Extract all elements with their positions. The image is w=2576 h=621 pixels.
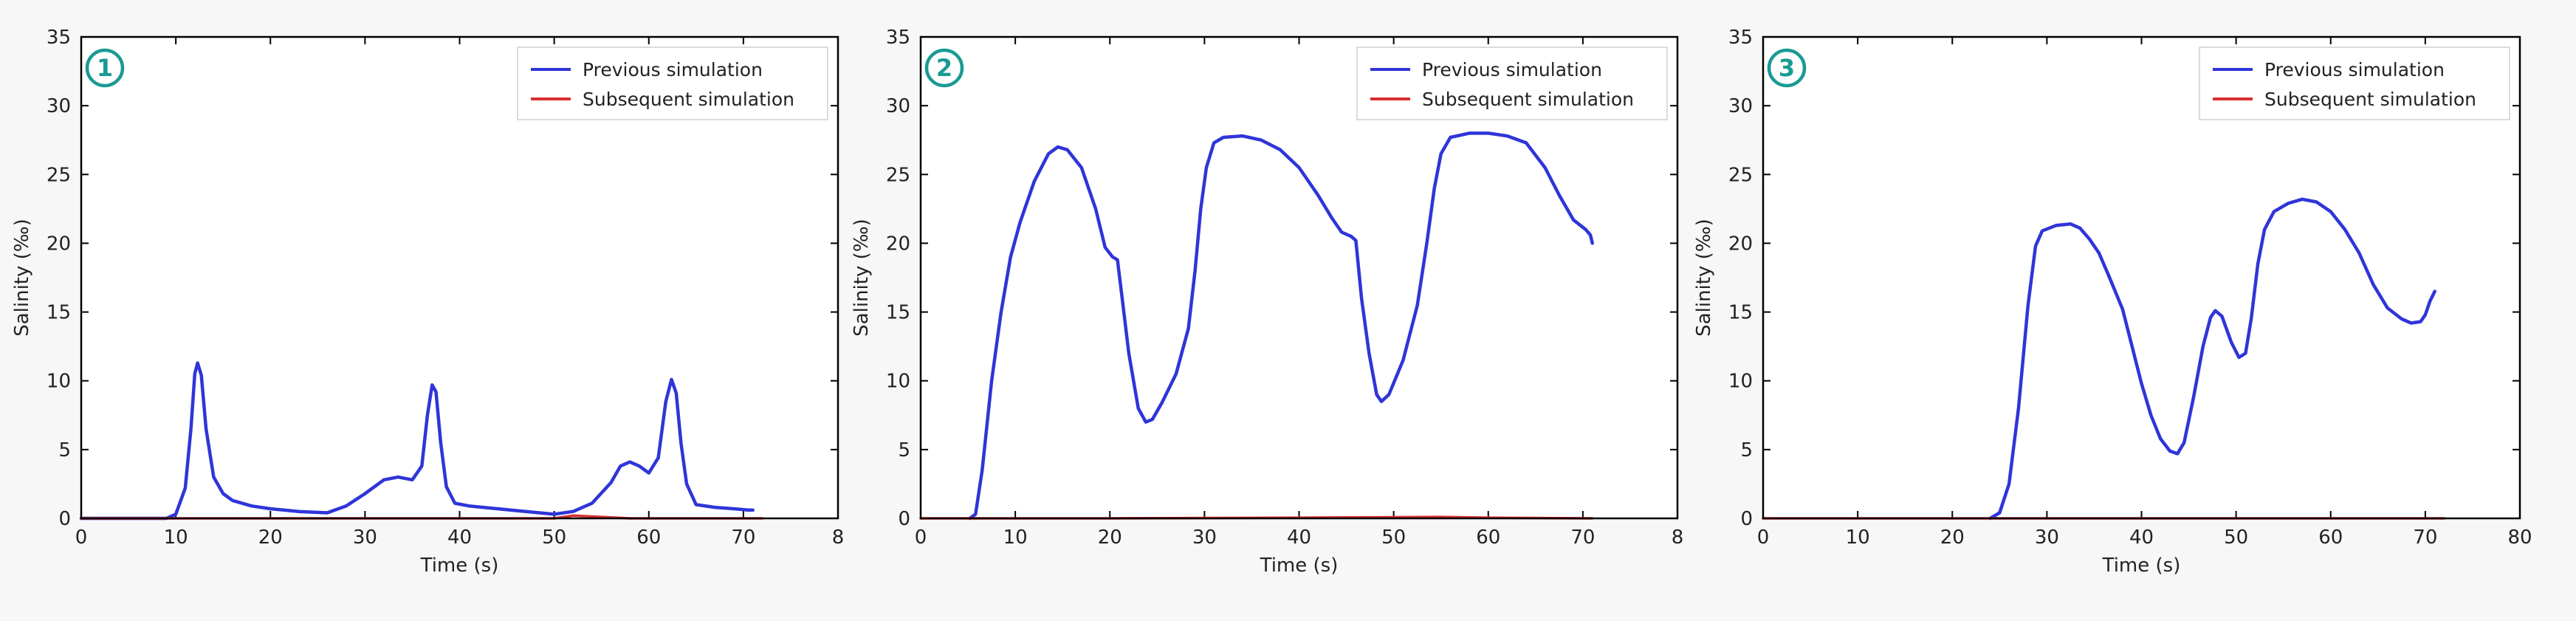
x-axis-label: Time (s) (1260, 555, 1339, 577)
x-tick-label: 40 (1287, 526, 1311, 549)
x-tick-label: 40 (447, 526, 472, 549)
legend-box (1356, 47, 1668, 120)
y-tick-label: 10 (1728, 371, 1753, 393)
plot-frame (1762, 35, 2521, 520)
y-tick-label: 15 (47, 302, 71, 324)
y-tick-label: 35 (1728, 27, 1753, 49)
x-tick-label: 50 (2224, 526, 2248, 549)
x-tick-label: 60 (2318, 526, 2343, 549)
x-tick-label: 30 (1192, 526, 1217, 549)
y-tick-label: 20 (47, 233, 71, 255)
x-tick-label: 50 (1381, 526, 1406, 549)
legend-box (2199, 47, 2510, 120)
x-tick-label: 70 (731, 526, 755, 549)
x-tick-label: 70 (2413, 526, 2437, 549)
y-tick-label: 0 (1740, 508, 1753, 530)
x-tick-label: 30 (2035, 526, 2059, 549)
chart-panel-2: 0 5 10 15 20 25 30 35 0 10 20 30 40 50 60 70 8 Time (s) Sa… (851, 27, 1683, 577)
y-tick-label: 20 (1728, 233, 1753, 255)
y-tick-label: 35 (886, 27, 910, 49)
y-tick-label: 10 (886, 371, 910, 393)
y-tick-label: 5 (58, 439, 71, 462)
legend-label: Previous simulation (583, 59, 763, 80)
x-tick-label: 10 (164, 526, 188, 549)
panel-number: 3 (1779, 54, 1795, 82)
legend-label: Previous simulation (1422, 59, 1602, 80)
series-line-previous (1988, 197, 2436, 521)
x-tick-label: 60 (1476, 526, 1500, 549)
panel-number-badge (85, 48, 125, 88)
panel-number-badge (1767, 48, 1807, 88)
y-tick-label: 30 (886, 95, 910, 117)
x-tick-label: 8 (832, 526, 845, 549)
y-tick-label: 30 (1728, 95, 1753, 117)
y-tick-label: 5 (898, 439, 910, 462)
x-axis-label: Time (s) (2102, 555, 2181, 577)
x-tick-label: 0 (75, 526, 88, 549)
panel-number: 2 (936, 54, 952, 82)
legend-label: Previous simulation (2264, 59, 2445, 80)
y-tick-label: 30 (47, 95, 71, 117)
y-tick-label: 0 (898, 508, 910, 530)
chart-panel-3: 0 5 10 15 20 25 30 35 0 10 20 30 40 50 60 70 80 Time (s) S… (1693, 27, 2532, 577)
y-tick-label: 0 (58, 508, 71, 530)
y-tick-label: 25 (1728, 164, 1753, 186)
y-tick-label: 5 (1740, 439, 1753, 462)
x-tick-label: 50 (542, 526, 566, 549)
x-tick-label: 10 (1846, 526, 1870, 549)
x-tick-label: 8 (1672, 526, 1684, 549)
chart-panel-1: 0 5 10 15 20 25 30 35 0 10 20 30 40 50 60 70 8 Time (s) Sa… (11, 27, 844, 577)
y-axis-label: Salinity (‰) (851, 219, 873, 337)
x-tick-label: 30 (353, 526, 377, 549)
x-tick-label: 60 (636, 526, 661, 549)
x-axis-label: Time (s) (420, 555, 499, 577)
series-line-previous (79, 361, 755, 521)
x-tick-label: 0 (915, 526, 927, 549)
y-axis-label: Salinity (‰) (11, 219, 33, 337)
legend-label: Subsequent simulation (583, 89, 794, 110)
y-tick-label: 35 (47, 27, 71, 49)
plot-frame (80, 35, 839, 520)
y-tick-label: 25 (886, 164, 910, 186)
x-tick-label: 20 (1940, 526, 1965, 549)
x-tick-label: 40 (2129, 526, 2154, 549)
x-tick-label: 70 (1570, 526, 1595, 549)
x-tick-label: 20 (1098, 526, 1122, 549)
x-tick-label: 0 (1757, 526, 1770, 549)
series-line-previous (968, 131, 1594, 521)
panel-number-badge (924, 48, 964, 88)
x-tick-label: 10 (1003, 526, 1028, 549)
legend-label: Subsequent simulation (2264, 89, 2476, 110)
panel-number: 1 (97, 54, 113, 82)
y-tick-label: 10 (47, 371, 71, 393)
y-tick-label: 25 (47, 164, 71, 186)
plot-frame (919, 35, 1679, 520)
y-tick-label: 20 (886, 233, 910, 255)
legend-label: Subsequent simulation (1422, 89, 1634, 110)
x-tick-label: 80 (2507, 526, 2532, 549)
x-tick-label: 20 (258, 526, 283, 549)
legend-box (517, 47, 828, 120)
y-tick-label: 15 (1728, 302, 1753, 324)
y-tick-label: 15 (886, 302, 910, 324)
y-axis-label: Salinity (‰) (1693, 219, 1715, 337)
